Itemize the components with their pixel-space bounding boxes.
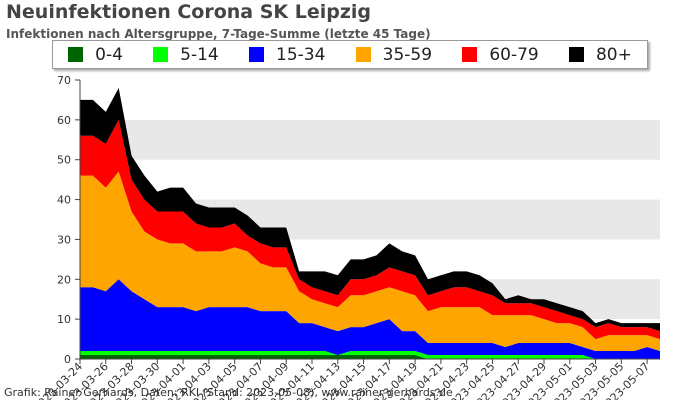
legend-item-15-34: 15-34 <box>249 45 325 65</box>
series-area-80+ <box>80 87 660 332</box>
legend-label: 80+ <box>595 44 632 65</box>
legend-swatch <box>153 47 169 62</box>
legend-item-5-14: 5-14 <box>153 45 219 65</box>
legend-swatch <box>462 47 478 62</box>
y-tick-label: 20 <box>57 273 71 286</box>
legend-label: 15-34 <box>276 44 326 65</box>
legend-swatch <box>249 47 264 62</box>
y-tick-label: 70 <box>57 74 71 87</box>
legend-item-0-4: 0-4 <box>68 45 123 65</box>
grid-band <box>80 119 660 160</box>
credit-text: Grafik: Rainer Gerhards, Daten: RKI (Sta… <box>4 386 453 399</box>
legend-label: 0-4 <box>95 44 123 65</box>
legend-label: 60-79 <box>489 44 539 65</box>
legend-swatch <box>68 47 84 62</box>
chart-title: Neuinfektionen Corona SK Leipzig <box>6 1 372 23</box>
series-area-35-59 <box>80 171 660 352</box>
legend-item-35-59: 35-59 <box>355 44 433 65</box>
legend-swatch <box>355 47 371 62</box>
legend-swatch <box>568 47 584 62</box>
legend-item-80+: 80+ <box>568 44 632 65</box>
series-area-60-79 <box>80 119 660 340</box>
series-area-5-14 <box>80 351 660 359</box>
y-tick-label: 60 <box>57 114 71 127</box>
series-area-15-34 <box>80 279 660 359</box>
y-tick-label: 10 <box>57 313 71 326</box>
y-tick-label: 0 <box>64 353 71 366</box>
legend-label: 5-14 <box>180 44 219 65</box>
chart-subtitle: Infektionen nach Altersgruppe, 7-Tage-Su… <box>6 27 431 41</box>
legend-label: 35-59 <box>382 44 433 65</box>
series-area-0-4 <box>80 355 660 359</box>
y-tick-label: 40 <box>57 194 71 207</box>
legend-item-60-79: 60-79 <box>462 44 539 65</box>
y-tick-label: 50 <box>57 154 71 167</box>
y-tick-label: 30 <box>57 233 71 246</box>
legend: 0-4 5-14 15-34 35-59 60-79 80+ <box>52 40 648 69</box>
